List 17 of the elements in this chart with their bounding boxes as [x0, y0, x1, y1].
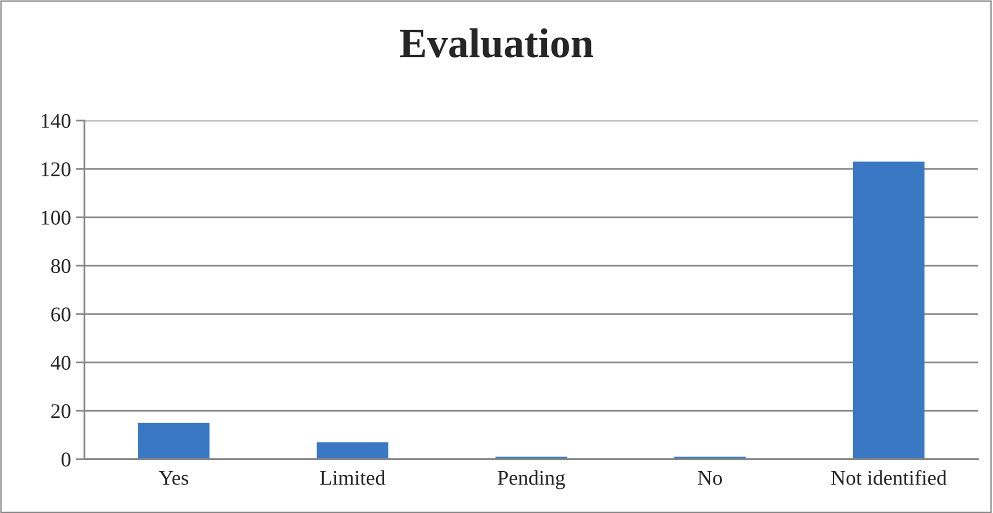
x-tick-label: Not identified — [831, 470, 947, 485]
y-tick-label: 80 — [51, 259, 70, 274]
x-tick-label: Limited — [320, 470, 386, 485]
x-tick-label: Pending — [498, 470, 565, 490]
bar — [138, 422, 210, 460]
y-tick-label: 120 — [42, 162, 70, 176]
bar — [852, 162, 924, 460]
y-tick-label: 60 — [51, 307, 70, 322]
y-tick-label: 100 — [42, 210, 70, 225]
bar — [316, 442, 388, 460]
y-tick-label: 140 — [42, 114, 70, 128]
y-tick-label: 0 — [62, 452, 70, 467]
x-tick-label: No — [698, 471, 722, 485]
y-tick-label: 20 — [51, 404, 70, 418]
chart-title: Evaluation — [400, 28, 594, 58]
x-tick-label: Yes — [158, 471, 188, 485]
y-tick-label: 40 — [50, 356, 70, 370]
